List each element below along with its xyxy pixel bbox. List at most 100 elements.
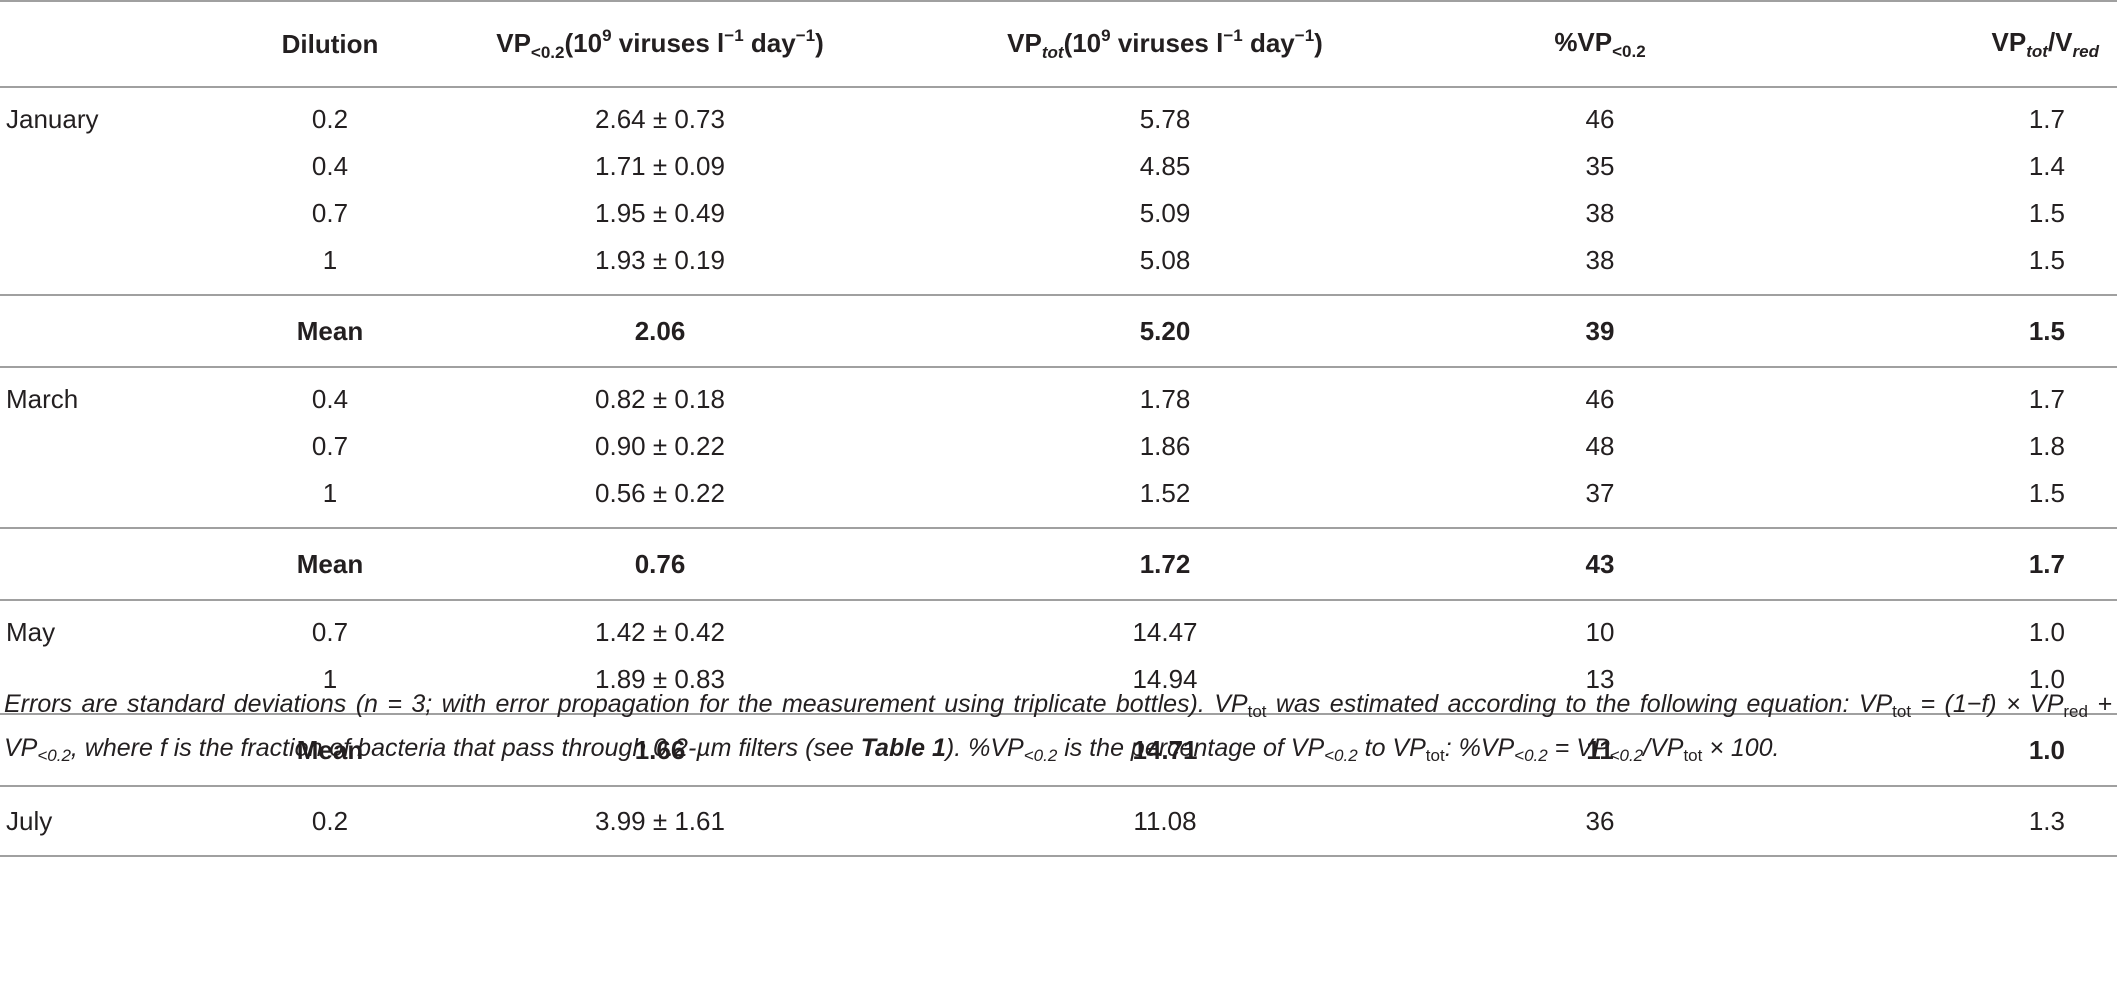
cell-vp-small: 1.66 bbox=[405, 713, 915, 787]
table-row: January 0.2 2.64 ± 0.73 5.78 46 1.7 bbox=[0, 87, 2117, 143]
cell-pct: 10 bbox=[1585, 617, 1615, 647]
cell-month bbox=[0, 423, 255, 470]
cell-ratio: 1.8 bbox=[2028, 431, 2065, 461]
cell-vp-tot: 4.85 bbox=[1139, 151, 1191, 181]
table-row: 0.7 1.95 ± 0.49 5.09 38 1.5 bbox=[0, 190, 2117, 237]
cell-month bbox=[0, 190, 255, 237]
cell-pct: 43 bbox=[1415, 527, 1785, 601]
cell-pct: 13 bbox=[1585, 664, 1615, 694]
cell-pct: 38 bbox=[1585, 198, 1615, 228]
cell-vp-small: 1.89 ± 0.83 bbox=[595, 664, 725, 694]
cell-vp-small: 3.99 ± 1.61 bbox=[405, 786, 915, 857]
cell-month bbox=[0, 527, 255, 601]
cell-month bbox=[0, 143, 255, 190]
mean-row: Mean 1.66 14.71 11 1.0 bbox=[0, 713, 2117, 787]
cell-vp-small: 0.76 bbox=[405, 527, 915, 601]
cell-ratio: 1.5 bbox=[2028, 478, 2065, 508]
cell-ratio: 1.7 bbox=[2028, 384, 2065, 414]
header-vp-tot: VPtot(109 viruses l−1 day−1) bbox=[915, 0, 1415, 88]
cell-vp-tot: 14.94 bbox=[1132, 664, 1198, 694]
cell-vp-tot: 1.86 bbox=[1139, 431, 1191, 461]
cell-vp-small: 1.71 ± 0.09 bbox=[595, 151, 725, 181]
header-month bbox=[0, 0, 255, 88]
cell-dilution: 0.2 bbox=[255, 786, 405, 857]
cell-pct: 36 bbox=[1415, 786, 1785, 857]
mean-row: Mean 0.76 1.72 43 1.7 bbox=[0, 527, 2117, 601]
cell-dilution: 0.7 bbox=[311, 198, 349, 228]
cell-pct: 35 bbox=[1585, 151, 1615, 181]
cell-pct: 46 bbox=[1585, 104, 1615, 134]
cell-dilution: 0.7 bbox=[311, 431, 349, 461]
cell-month: March bbox=[6, 384, 79, 414]
cell-dilution: Mean bbox=[255, 294, 405, 368]
cell-dilution: 0.7 bbox=[311, 617, 349, 647]
cell-dilution: 0.4 bbox=[311, 384, 349, 414]
cell-month bbox=[0, 294, 255, 368]
cell-vp-small: 0.56 ± 0.22 bbox=[595, 478, 725, 508]
cell-ratio: 1.7 bbox=[2028, 104, 2065, 134]
cell-dilution: 0.2 bbox=[311, 104, 349, 134]
table-row: May 0.7 1.42 ± 0.42 14.47 10 1.0 bbox=[0, 600, 2117, 656]
cell-ratio: 1.5 bbox=[1785, 294, 2117, 368]
table-row: March 0.4 0.82 ± 0.18 1.78 46 1.7 bbox=[0, 367, 2117, 423]
cell-pct: 46 bbox=[1585, 384, 1615, 414]
cell-dilution: 0.4 bbox=[311, 151, 349, 181]
data-table: Dilution VP<0.2(109 viruses l−1 day−1) V… bbox=[0, 0, 2117, 857]
cell-vp-small: 1.93 ± 0.19 bbox=[595, 245, 725, 275]
cell-pct: 11 bbox=[1415, 713, 1785, 787]
cell-ratio: 1.5 bbox=[2028, 245, 2065, 275]
cell-vp-small: 1.42 ± 0.42 bbox=[595, 617, 725, 647]
cell-dilution: 1 bbox=[322, 664, 338, 694]
cell-ratio: 1.0 bbox=[2028, 617, 2065, 647]
cell-vp-tot: 1.78 bbox=[1139, 384, 1191, 414]
cell-vp-small: 2.06 bbox=[405, 294, 915, 368]
cell-ratio: 1.3 bbox=[1785, 786, 2117, 857]
cell-month: May bbox=[6, 617, 56, 647]
cell-dilution: Mean bbox=[255, 527, 405, 601]
cell-ratio: 1.5 bbox=[2028, 198, 2065, 228]
cell-pct: 39 bbox=[1415, 294, 1785, 368]
header-ratio: VPtot/Vred bbox=[1785, 0, 2117, 88]
table-1-reference[interactable]: Table 1 bbox=[860, 734, 946, 762]
table-row: 0.4 1.71 ± 0.09 4.85 35 1.4 bbox=[0, 143, 2117, 190]
cell-vp-small: 1.95 ± 0.49 bbox=[595, 198, 725, 228]
cell-vp-tot: 5.78 bbox=[1139, 104, 1191, 134]
cell-month bbox=[0, 713, 255, 787]
table-row: 0.7 0.90 ± 0.22 1.86 48 1.8 bbox=[0, 423, 2117, 470]
cell-vp-small: 0.90 ± 0.22 bbox=[595, 431, 725, 461]
cell-dilution: 1 bbox=[322, 478, 338, 508]
header-vp-small: VP<0.2(109 viruses l−1 day−1) bbox=[405, 0, 915, 88]
header-pct-vp-small: %VP<0.2 bbox=[1415, 0, 1785, 88]
cell-vp-tot: 5.08 bbox=[1139, 245, 1191, 275]
cell-vp-tot: 1.72 bbox=[915, 527, 1415, 601]
cell-ratio: 1.0 bbox=[1785, 713, 2117, 787]
cell-vp-tot: 5.09 bbox=[1139, 198, 1191, 228]
cell-vp-tot: 1.52 bbox=[1139, 478, 1191, 508]
cell-month bbox=[0, 470, 255, 528]
header-dilution: Dilution bbox=[255, 0, 405, 88]
table-row: 1 1.93 ± 0.19 5.08 38 1.5 bbox=[0, 237, 2117, 295]
table-row: July 0.2 3.99 ± 1.61 11.08 36 1.3 bbox=[0, 786, 2117, 857]
cell-pct: 37 bbox=[1585, 478, 1615, 508]
cell-vp-tot: 14.47 bbox=[1132, 617, 1198, 647]
table-footnote: Errors are standard deviations (n = 3; w… bbox=[4, 690, 2112, 765]
mean-row: Mean 2.06 5.20 39 1.5 bbox=[0, 294, 2117, 368]
cell-ratio: 1.0 bbox=[2028, 664, 2065, 694]
cell-ratio: 1.4 bbox=[2028, 151, 2065, 181]
cell-dilution: Mean bbox=[255, 713, 405, 787]
cell-dilution: 1 bbox=[322, 245, 338, 275]
cell-vp-tot: 5.20 bbox=[915, 294, 1415, 368]
cell-vp-tot: 14.71 bbox=[915, 713, 1415, 787]
cell-month bbox=[0, 237, 255, 295]
cell-vp-small: 0.82 ± 0.18 bbox=[595, 384, 725, 414]
cell-pct: 38 bbox=[1585, 245, 1615, 275]
table-row: 1 0.56 ± 0.22 1.52 37 1.5 bbox=[0, 470, 2117, 528]
cell-pct: 48 bbox=[1585, 431, 1615, 461]
cell-vp-tot: 11.08 bbox=[915, 786, 1415, 857]
cell-ratio: 1.7 bbox=[1785, 527, 2117, 601]
cell-month: July bbox=[0, 786, 255, 857]
cell-month: January bbox=[6, 104, 99, 134]
header-row: Dilution VP<0.2(109 viruses l−1 day−1) V… bbox=[0, 0, 2117, 88]
table-row: 1 1.89 ± 0.83 14.94 13 1.0 bbox=[0, 656, 2117, 714]
cell-vp-small: 2.64 ± 0.73 bbox=[595, 104, 725, 134]
